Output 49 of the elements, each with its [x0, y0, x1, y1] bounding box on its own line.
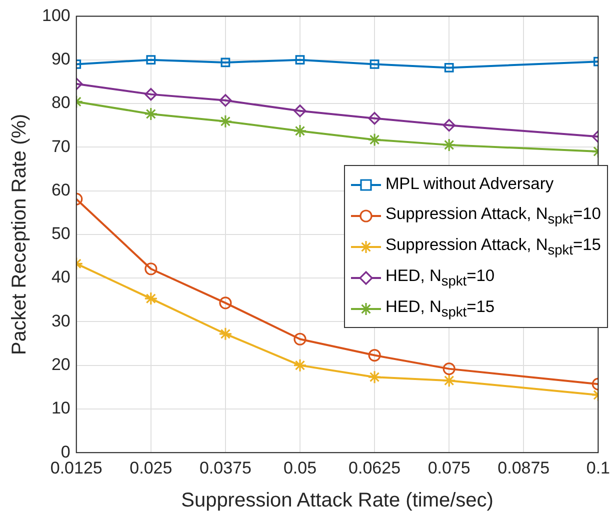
y-tick-label: 90: [51, 50, 70, 69]
point: [218, 114, 232, 128]
point: [444, 63, 454, 72]
legend-label: MPL without Adversary: [385, 175, 554, 194]
x-tick-label: 0.0875: [498, 458, 550, 478]
y-tick-label: 60: [51, 180, 70, 200]
y-tick-label: 10: [51, 398, 70, 418]
point: [295, 55, 305, 65]
point: [144, 107, 158, 121]
legend-label: HED, N$_{spkt}$=15: [385, 298, 495, 320]
x-tick-label: 0.0375: [199, 458, 252, 478]
legend-label: Suppression Attack, N$_{spkt}$=15: [385, 236, 601, 258]
x-tick-label: 0.075: [428, 458, 470, 478]
point: [368, 112, 381, 125]
y-tick-label: 70: [51, 136, 70, 156]
y-tick-label: 40: [51, 268, 70, 287]
point: [442, 374, 456, 388]
point: [294, 104, 306, 118]
point: [144, 262, 158, 276]
point: [442, 138, 456, 152]
point: [220, 58, 230, 68]
legend-label: HED, N$_{spkt}$=10: [385, 266, 495, 288]
y-tick-label: 30: [51, 311, 70, 330]
point: [370, 60, 380, 69]
legend-label: Suppression Attack, N$_{spkt}$=10: [385, 204, 601, 226]
point: [293, 124, 307, 138]
y-tick-label: 100: [42, 6, 70, 25]
point: [442, 362, 456, 376]
y-tick-label: 20: [51, 355, 70, 374]
point: [442, 119, 456, 132]
y-axis-title: Packet Reception Rate (%): [8, 114, 31, 356]
point: [368, 348, 381, 362]
x-tick-label: 0.05: [283, 458, 317, 478]
point: [144, 88, 158, 101]
point: [218, 327, 232, 341]
y-tick-label: 80: [51, 93, 70, 112]
point: [219, 296, 232, 310]
x-axis-title: Suppression Attack Rate (time/sec): [181, 490, 494, 512]
point: [293, 358, 307, 372]
y-tick-label: 50: [51, 224, 70, 244]
point: [144, 292, 158, 306]
point: [368, 370, 382, 384]
x-tick-label: 0.1: [586, 458, 610, 478]
x-tick-label: 0.025: [130, 458, 172, 478]
point: [219, 94, 232, 107]
x-tick-label: 0.0625: [348, 458, 401, 478]
point: [294, 332, 306, 346]
point: [368, 132, 382, 146]
point: [146, 55, 156, 65]
